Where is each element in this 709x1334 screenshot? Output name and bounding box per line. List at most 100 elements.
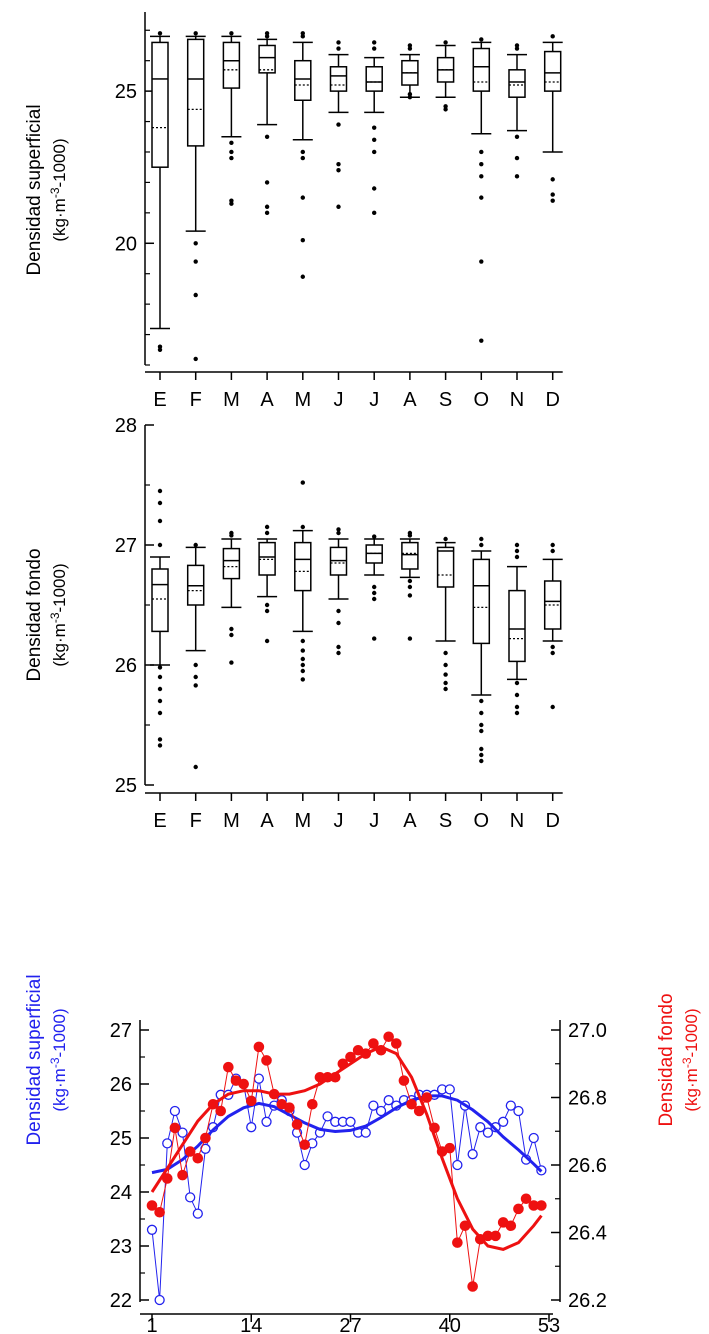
outlier-point [479, 698, 484, 704]
data-point [177, 1127, 188, 1138]
outlier-point [193, 542, 198, 548]
box-2 [185, 31, 206, 362]
box-5 [292, 31, 313, 279]
x-tick-label: A [260, 389, 274, 411]
box-11 [507, 542, 527, 716]
box-iqr [151, 41, 169, 168]
data-point [261, 1055, 272, 1066]
outlier-point [372, 125, 377, 130]
outlier-point [514, 155, 520, 161]
outlier-point [157, 710, 163, 716]
outlier-point [514, 174, 520, 179]
outlier-point [300, 34, 305, 39]
box-1 [150, 31, 170, 352]
panel3-ylabel-right: Densidad fondo [656, 993, 677, 1126]
series-4-fit [150, 1045, 543, 1251]
outlier-point [336, 40, 341, 45]
data-point [177, 1169, 188, 1181]
data-point [146, 1200, 158, 1211]
outlier-point [550, 177, 555, 182]
outlier-point [550, 192, 555, 197]
data-point [444, 1084, 455, 1095]
outlier-point [443, 680, 448, 686]
outlier-point [479, 174, 484, 179]
outlier-point [407, 91, 413, 97]
box-iqr [436, 546, 455, 588]
outlier-point [407, 593, 413, 598]
x-tick-label: J [334, 389, 344, 411]
outlier-point [300, 638, 305, 644]
outlier-point [479, 752, 484, 758]
outlier-point [300, 155, 305, 161]
outlier-point [264, 524, 270, 530]
outlier-point [229, 31, 234, 36]
data-point [383, 1031, 394, 1043]
outlier-point [157, 488, 163, 494]
outlier-point [336, 46, 341, 51]
data-point [475, 1122, 486, 1133]
outlier-point [300, 668, 305, 674]
data-point [490, 1122, 501, 1133]
outlier-point [550, 644, 555, 650]
x-tick-label: 1 [146, 1315, 157, 1334]
box-10 [471, 536, 492, 764]
outlier-point [479, 746, 484, 752]
outlier-point [514, 134, 520, 139]
left-y-tick-label: 24 [110, 1182, 132, 1204]
outlier-point [229, 149, 234, 155]
panel3-right-units-sup: -3 [680, 1057, 694, 1068]
data-point [345, 1116, 356, 1127]
y-tick-label: 27 [115, 535, 137, 557]
left-y-tick-label: 23 [110, 1236, 132, 1258]
box-iqr [508, 589, 526, 663]
x-tick-label: S [439, 389, 452, 411]
outlier-point [550, 198, 555, 203]
box-3 [221, 530, 242, 665]
outlier-point [514, 43, 520, 48]
data-point [299, 1159, 310, 1171]
outlier-point [479, 758, 484, 764]
x-tick-label: N [510, 389, 524, 411]
outlier-point [372, 186, 377, 191]
outlier-point [300, 524, 305, 530]
data-point [505, 1100, 516, 1111]
data-point [444, 1142, 456, 1154]
outlier-point [407, 43, 413, 48]
data-point [467, 1281, 478, 1292]
outlier-point [372, 40, 377, 45]
x-tick-label: M [223, 389, 240, 411]
outlier-point [372, 46, 377, 51]
outlier-point [229, 198, 234, 203]
data-point [360, 1127, 371, 1138]
outlier-point [407, 46, 413, 51]
outlier-point [514, 46, 520, 51]
panel1-ylabel: Densidad superficial [24, 104, 45, 275]
panel3-right-units-tail: -1000) [682, 1008, 701, 1057]
outlier-point [514, 692, 520, 698]
box-7 [364, 534, 385, 641]
panel3-left-units-head: (kg·m [50, 1068, 69, 1111]
fit-curve [150, 1045, 543, 1251]
outlier-point [300, 149, 305, 155]
box-iqr [508, 69, 526, 98]
outlier-point [157, 743, 163, 748]
left-y-tick-label: 26 [110, 1074, 132, 1096]
outlier-point [300, 31, 305, 36]
outlier-point [336, 530, 341, 536]
outlier-point [372, 596, 377, 602]
outlier-point [336, 650, 341, 656]
x-tick-label: 40 [439, 1315, 461, 1334]
outlier-point [264, 204, 270, 209]
panel1-ylabel-units-tail: -1000) [50, 138, 69, 187]
outlier-point [264, 180, 270, 185]
outlier-point [336, 527, 341, 532]
x-tick-label: 14 [240, 1315, 262, 1334]
outlier-point [229, 626, 234, 632]
outlier-point [479, 37, 484, 42]
outlier-point [157, 500, 163, 506]
outlier-point [300, 662, 305, 668]
outlier-point [514, 704, 520, 710]
outlier-point [407, 530, 413, 536]
